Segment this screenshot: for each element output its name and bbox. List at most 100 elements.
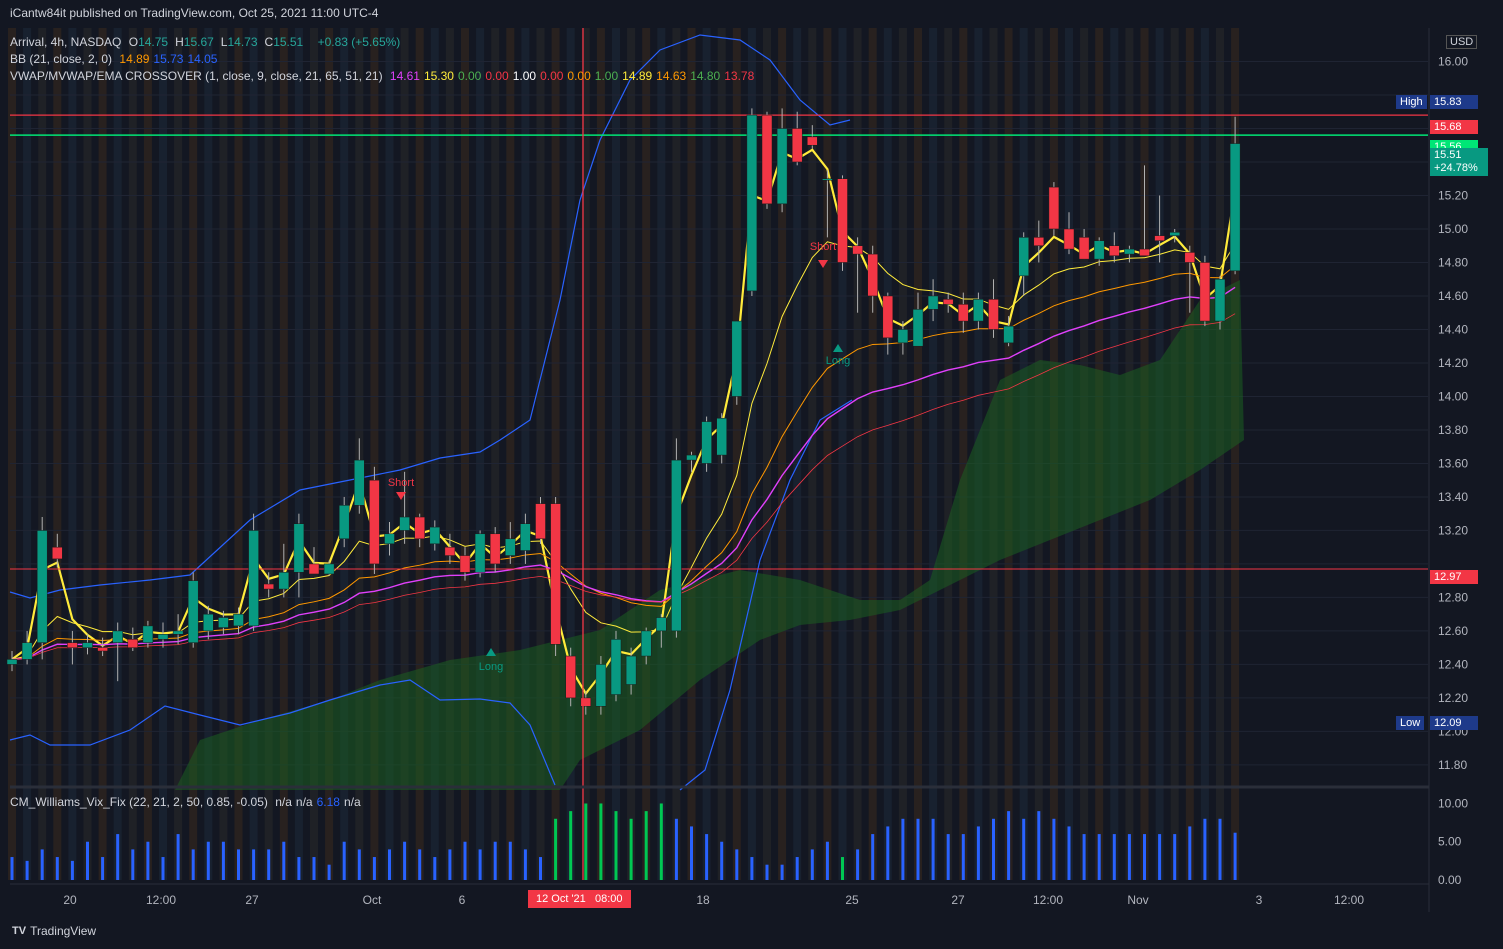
session-band (732, 28, 741, 880)
candle-body (218, 617, 229, 628)
session-band (838, 28, 847, 880)
candle-body (731, 320, 743, 397)
session-band (581, 28, 590, 880)
session-band (1231, 28, 1240, 880)
candle (489, 527, 501, 573)
legend-cm-label[interactable]: CM_Williams_Vix_Fix (22, 21, 2, 50, 0.85… (10, 795, 268, 809)
candle (610, 630, 622, 702)
session-band (8, 28, 16, 880)
legend-bb-value-2: 14.05 (187, 52, 218, 66)
candle-body (746, 114, 758, 292)
candle (112, 622, 123, 682)
session-band (415, 28, 424, 880)
legend-vwap-value-6: 0.00 (567, 69, 591, 83)
session-band (596, 28, 605, 880)
ichimoku-cloud (175, 280, 1244, 790)
session-band (491, 28, 500, 880)
candle (172, 614, 184, 645)
candle (127, 627, 139, 652)
legend-vwap-value-11: 13.78 (724, 69, 755, 83)
vix-bar (780, 864, 784, 880)
candle (429, 520, 441, 551)
vix-bar (871, 834, 875, 880)
legend-vwap-label[interactable]: VWAP/MVWAP/EMA CROSSOVER (1, close, 9, c… (10, 69, 383, 83)
session-band (898, 28, 907, 880)
vix-bar (856, 849, 860, 880)
candle (731, 320, 743, 405)
session-band (642, 28, 651, 880)
candle (595, 656, 607, 715)
time-tick-label: 20 (63, 893, 77, 907)
candle (308, 547, 320, 575)
price-tick-label: 12.20 (1438, 691, 1468, 705)
legend-symbol[interactable]: Arrival, 4h, NASDAQ (10, 35, 122, 49)
horizontal-lines (10, 114, 1428, 570)
vix-bar (433, 857, 437, 880)
vix-bar (1037, 811, 1041, 880)
vix-bar (1158, 834, 1162, 880)
candle-body (958, 304, 969, 322)
vix-bar (1022, 818, 1026, 880)
candle (142, 620, 154, 648)
session-band (23, 28, 32, 880)
legend-ohlc-c: C15.51 (264, 35, 304, 49)
price-tick-label: 13.60 (1438, 456, 1468, 470)
candle (912, 292, 924, 347)
session-band (189, 28, 198, 880)
candle (686, 451, 697, 472)
time-tick-label: 12:00 (1033, 893, 1063, 907)
session-band (506, 28, 515, 880)
candle-body (52, 546, 63, 560)
legend-symbol-row: Arrival, 4h, NASDAQ O14.75 H15.67 L14.73 C1… (10, 35, 404, 49)
vix-bar (191, 849, 195, 880)
session-band (400, 28, 409, 880)
candle (1199, 255, 1211, 327)
vix-bar (478, 849, 482, 880)
currency-button[interactable]: USD (1446, 35, 1478, 49)
vix-bar (946, 834, 950, 880)
vix-tick-label: 5.00 (1438, 835, 1462, 849)
session-band (113, 28, 122, 880)
vix-bar (312, 857, 316, 880)
candle (1033, 220, 1045, 263)
vix-bar (841, 857, 844, 880)
vix-bar (1082, 834, 1086, 880)
candle-body (444, 546, 456, 556)
price-tick-label: 12.80 (1438, 590, 1468, 604)
crosshair-time: 08:00 (594, 893, 623, 905)
candle-body (112, 630, 123, 643)
vix-bar (176, 834, 180, 880)
candle (565, 647, 576, 707)
candle-body (1154, 235, 1165, 241)
candle-body (535, 503, 546, 540)
vix-bar (659, 803, 663, 880)
vix-bar (961, 834, 965, 880)
candle-body (610, 639, 622, 695)
candle (791, 111, 803, 166)
legend-bb-label[interactable]: BB (21, close, 2, 0) (10, 52, 113, 66)
candle (218, 610, 229, 635)
session-band (929, 28, 938, 880)
candle-body (716, 417, 727, 456)
candle (21, 630, 33, 665)
candle-body (1124, 248, 1135, 255)
price-tick-label: 15.20 (1438, 188, 1468, 202)
candle (1229, 116, 1241, 275)
candle (867, 245, 878, 313)
vix-bar (388, 849, 391, 880)
candle-body (1078, 237, 1090, 260)
footer[interactable]: TV TradingView (12, 924, 96, 938)
session-band (521, 28, 530, 880)
low-tag: Low (1396, 716, 1425, 730)
candle (852, 237, 863, 313)
candle (36, 517, 48, 660)
legend-vwap-value-1: 15.30 (423, 69, 454, 83)
candle (671, 438, 682, 638)
legend-ohlc-l: L14.73 (220, 35, 258, 49)
candle (520, 513, 531, 564)
price-tick-label: 13.80 (1438, 423, 1468, 437)
candle-body (1003, 325, 1014, 344)
candle (535, 496, 546, 544)
candle (248, 513, 259, 631)
